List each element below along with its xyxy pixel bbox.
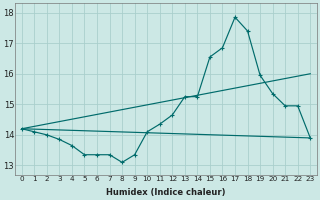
- X-axis label: Humidex (Indice chaleur): Humidex (Indice chaleur): [106, 188, 226, 197]
